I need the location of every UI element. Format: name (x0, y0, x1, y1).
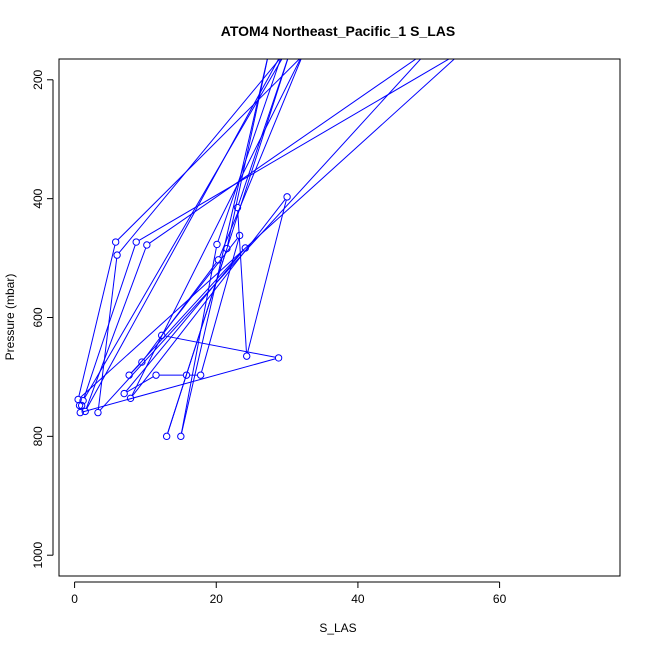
data-point (113, 251, 121, 259)
series-segment (83, 244, 136, 398)
series-segment (167, 59, 289, 434)
data-point (162, 432, 171, 441)
series-segment (118, 59, 281, 253)
data-point (214, 256, 223, 264)
series-segment (83, 358, 276, 413)
data-point (75, 401, 84, 410)
data-point (223, 244, 231, 253)
series-segment (201, 238, 240, 373)
y-tick-label: 400 (31, 188, 45, 208)
series-segment (180, 247, 217, 434)
data-point (76, 408, 84, 417)
y-tick-label: 800 (31, 426, 45, 446)
data-point (235, 231, 244, 240)
x-tick-label: 20 (210, 592, 224, 606)
data-point (138, 358, 146, 366)
series-segment (163, 237, 239, 334)
data-point (132, 238, 140, 246)
plot-frame (58, 58, 621, 577)
data-point (243, 352, 251, 360)
y-axis-label: Pressure (mbar) (3, 274, 17, 361)
data-point (126, 394, 135, 403)
x-tick-label: 60 (493, 592, 507, 606)
data-point (79, 396, 87, 405)
series-segment (97, 258, 118, 410)
data-point (120, 389, 128, 398)
series-points (74, 193, 291, 441)
y-tick-label: 600 (31, 307, 45, 327)
data-point (182, 371, 191, 379)
data-point (111, 238, 120, 246)
x-tick-label: 40 (351, 592, 365, 606)
series-segment (219, 59, 302, 258)
chart-title: ATOM4 Northeast_Pacific_1 S_LAS (221, 23, 455, 39)
series-segment (238, 59, 289, 205)
series-segment (80, 59, 456, 398)
series-segment (86, 59, 280, 409)
data-point (196, 371, 205, 379)
series-segment (126, 376, 154, 393)
series-segment (84, 59, 283, 399)
y-tick-label: 1000 (31, 542, 45, 569)
series-segment (85, 247, 147, 409)
series-segment (227, 59, 268, 246)
series-segment (247, 199, 287, 354)
data-point (158, 331, 166, 340)
x-axis-label: S_LAS (319, 621, 356, 635)
series-segment (117, 59, 301, 241)
series-segment (125, 250, 244, 392)
y-axis: 200 400 600 800 1000 (31, 69, 54, 569)
series-segment (138, 59, 450, 241)
data-point (241, 244, 249, 252)
series-segment (78, 245, 116, 397)
data-point (81, 407, 89, 416)
data-point (77, 401, 86, 410)
series-segment (164, 335, 276, 358)
series-lines (78, 59, 456, 434)
y-tick-label: 200 (31, 69, 45, 89)
data-point (143, 241, 151, 249)
x-axis: 0 20 40 60 (71, 581, 507, 606)
data-point (177, 432, 185, 441)
data-point (213, 240, 221, 249)
data-point (274, 354, 283, 362)
series-segment (132, 199, 286, 397)
data-point (94, 408, 102, 417)
series-segment (237, 210, 248, 353)
data-point (152, 371, 160, 379)
data-point (233, 203, 242, 212)
data-point (283, 193, 291, 201)
series-segment (130, 249, 244, 374)
series-segment (217, 59, 282, 242)
x-tick-label: 0 (71, 592, 78, 606)
data-point (125, 371, 133, 379)
